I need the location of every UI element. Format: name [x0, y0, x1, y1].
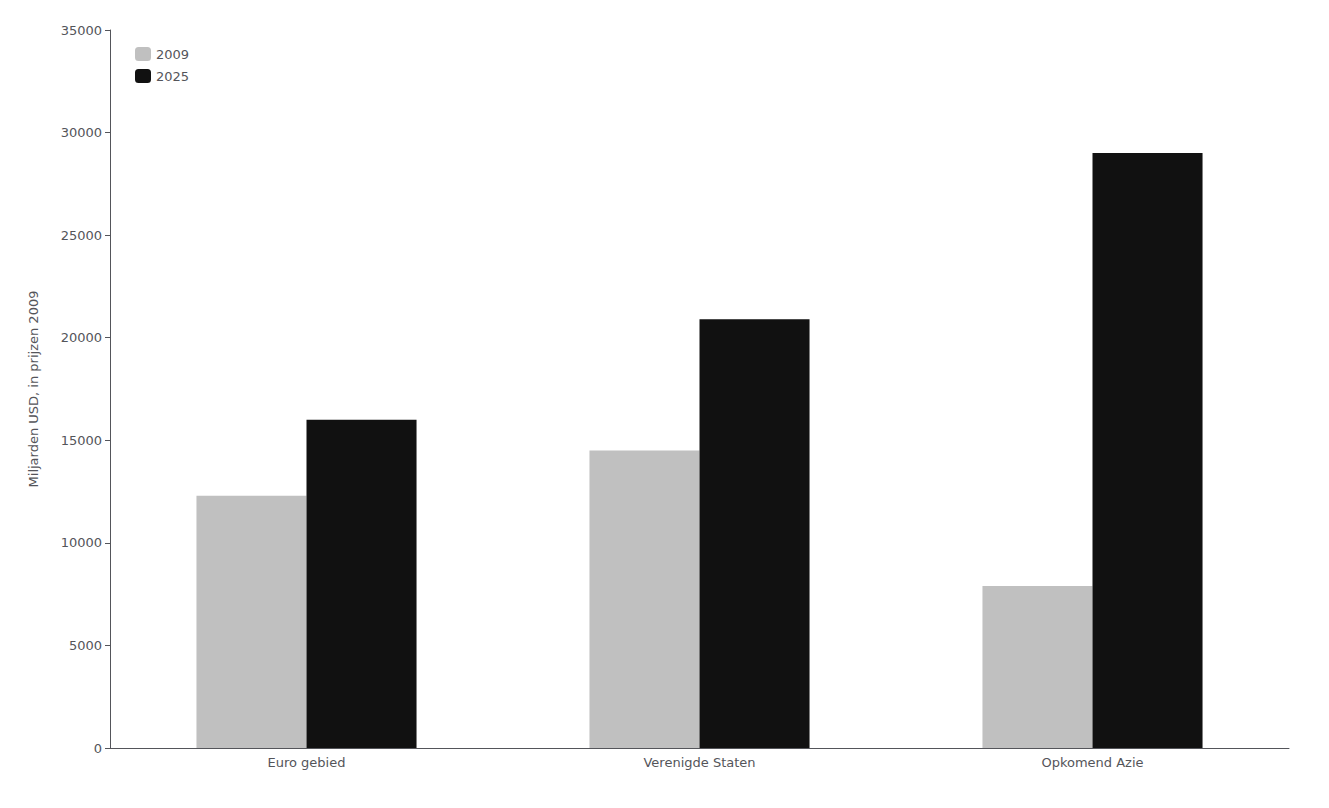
- svg-text:Miljarden USD, in prijzen 2009: Miljarden USD, in prijzen 2009: [26, 291, 41, 488]
- svg-text:Opkomend Azie: Opkomend Azie: [1041, 755, 1143, 770]
- svg-text:20000: 20000: [61, 330, 102, 345]
- svg-text:Euro gebied: Euro gebied: [268, 755, 346, 770]
- svg-text:Verenigde Staten: Verenigde Staten: [643, 755, 755, 770]
- svg-text:35000: 35000: [61, 23, 102, 38]
- svg-text:2025: 2025: [156, 69, 189, 84]
- svg-text:30000: 30000: [61, 125, 102, 140]
- svg-text:5000: 5000: [69, 638, 102, 653]
- svg-text:0: 0: [94, 741, 102, 756]
- svg-text:2009: 2009: [156, 47, 189, 62]
- svg-text:25000: 25000: [61, 228, 102, 243]
- svg-text:15000: 15000: [61, 433, 102, 448]
- svg-text:10000: 10000: [61, 535, 102, 550]
